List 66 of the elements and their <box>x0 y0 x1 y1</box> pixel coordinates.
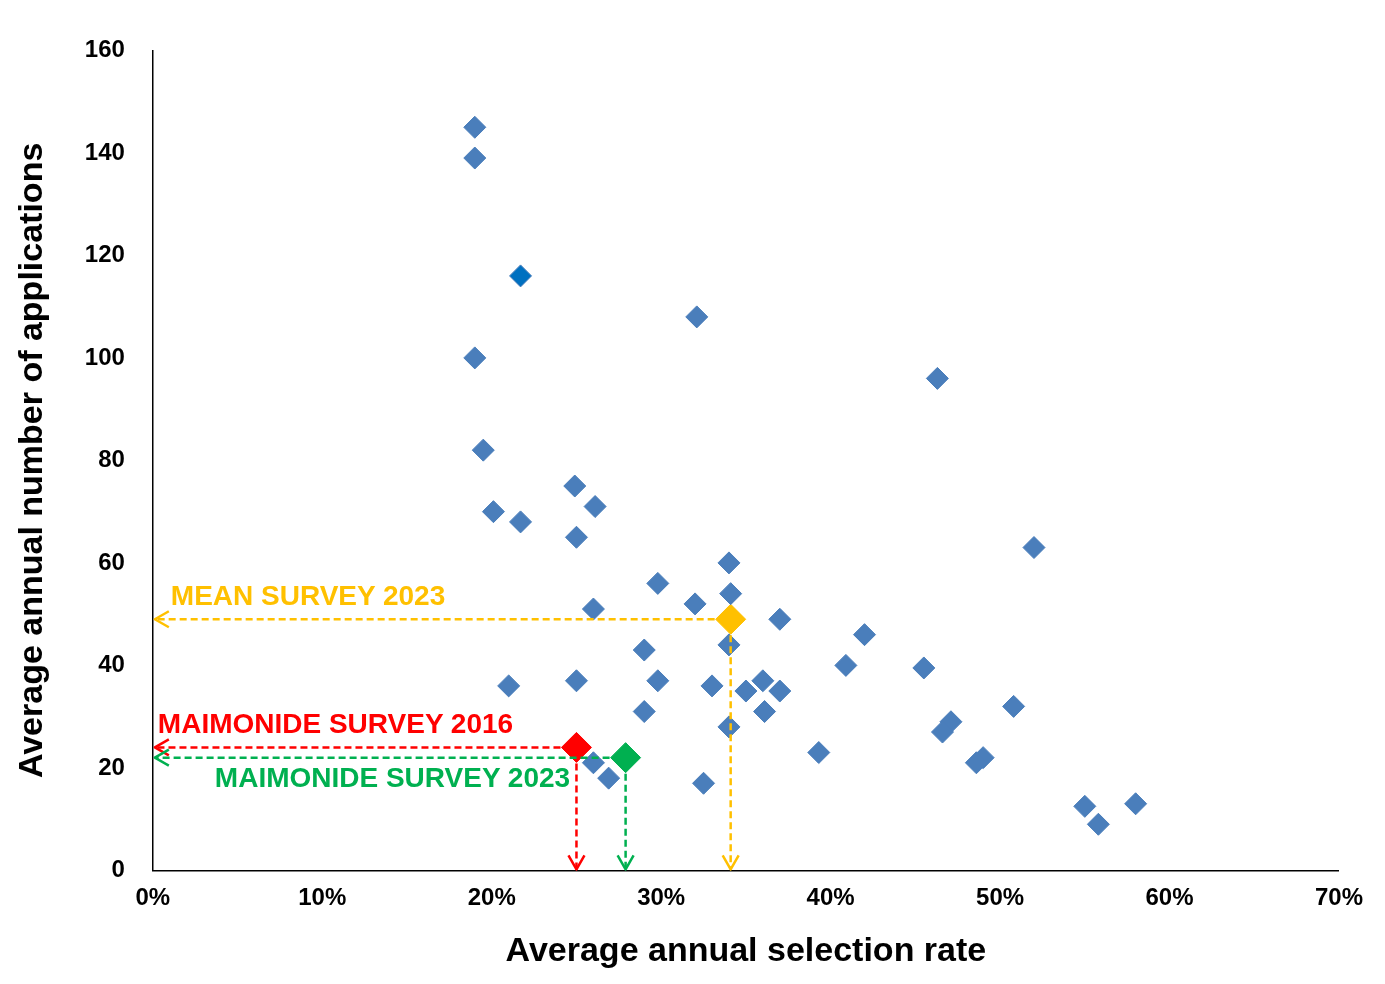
point <box>610 742 642 774</box>
point <box>560 731 592 763</box>
point <box>632 700 656 724</box>
point <box>753 700 777 724</box>
y-tick-label: 160 <box>84 35 125 63</box>
x-tick-label: 70% <box>1314 883 1364 911</box>
point <box>564 525 588 549</box>
y-tick-label: 140 <box>84 137 125 165</box>
point <box>564 669 588 693</box>
x-tick-label: 30% <box>637 883 686 911</box>
point <box>463 146 487 170</box>
x-tick-label: 60% <box>1145 883 1194 911</box>
point <box>583 495 607 519</box>
annotation: MAIMONIDE SURVEY 2023 <box>214 762 571 794</box>
x-tick-label: 0% <box>135 883 171 911</box>
point <box>925 366 949 390</box>
x-axis-title: Average annual selection rate <box>505 929 987 968</box>
point <box>930 720 954 744</box>
point <box>632 638 656 662</box>
point <box>768 607 792 631</box>
point <box>912 656 936 680</box>
point <box>834 653 858 677</box>
point <box>719 582 743 606</box>
y-tick-label: 40 <box>98 650 125 678</box>
point <box>853 623 877 647</box>
point <box>807 741 831 765</box>
point <box>734 679 758 703</box>
point <box>471 438 495 462</box>
x-tick-label: 20% <box>467 883 516 911</box>
y-tick-label: 0 <box>111 855 125 883</box>
point <box>497 674 521 698</box>
point <box>1124 792 1148 816</box>
annotation: MAIMONIDE SURVEY 2016 <box>157 708 514 740</box>
point <box>1002 694 1026 718</box>
point <box>509 264 533 288</box>
point <box>481 500 505 524</box>
point <box>1086 812 1110 836</box>
point <box>463 346 487 370</box>
point <box>646 571 670 595</box>
point <box>751 669 775 693</box>
point <box>581 751 605 775</box>
point <box>768 679 792 703</box>
point <box>509 510 533 534</box>
point <box>692 771 716 795</box>
point <box>581 597 605 621</box>
y-tick-label: 100 <box>84 342 125 370</box>
point <box>463 115 487 139</box>
point <box>1022 536 1046 560</box>
x-tick-label: 40% <box>806 883 855 911</box>
point <box>646 669 670 693</box>
point <box>700 674 724 698</box>
y-tick-label: 80 <box>98 445 125 473</box>
y-tick-label: 20 <box>98 752 125 780</box>
y-tick-label: 60 <box>98 547 125 575</box>
point <box>685 305 709 329</box>
point <box>563 474 587 498</box>
point <box>717 551 741 575</box>
annotation: MEAN SURVEY 2023 <box>170 579 446 611</box>
x-tick-label: 50% <box>976 883 1025 911</box>
point <box>715 603 747 635</box>
y-tick-label: 120 <box>84 240 125 268</box>
point <box>683 592 707 616</box>
point <box>1073 794 1097 818</box>
x-tick-label: 10% <box>298 883 347 911</box>
point <box>597 766 621 790</box>
y-axis-title: Average annual number of applications <box>10 142 49 779</box>
